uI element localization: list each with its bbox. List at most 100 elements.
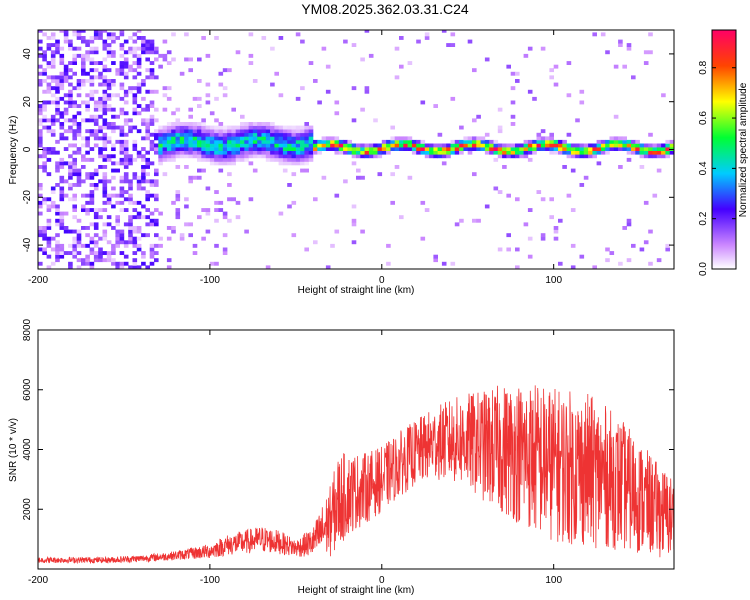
heatmap-cell xyxy=(106,197,112,202)
heatmap-cell xyxy=(85,233,90,238)
heatmap-cell xyxy=(626,139,632,144)
heatmap-cell xyxy=(89,129,95,134)
heatmap-cell xyxy=(59,71,65,76)
heatmap-cell xyxy=(231,136,236,141)
heatmap-cell xyxy=(579,143,585,148)
heatmap-cell xyxy=(566,93,572,98)
heatmap-cell xyxy=(115,229,120,234)
heatmap-cell xyxy=(175,139,181,144)
heatmap-cell xyxy=(192,122,198,126)
heatmap-cell xyxy=(158,211,163,216)
heatmap-cell xyxy=(59,136,65,141)
heatmap-cell xyxy=(106,82,112,87)
heatmap-cell xyxy=(132,53,138,58)
heatmap-cell xyxy=(59,243,65,248)
heatmap-cell xyxy=(128,215,133,220)
heatmap-cell xyxy=(98,254,103,259)
heatmap-cell xyxy=(244,229,249,234)
heatmap-cell xyxy=(42,50,47,55)
heatmap-cell xyxy=(214,261,219,266)
heatmap-cell xyxy=(98,258,103,263)
heatmap-cell xyxy=(119,111,125,116)
heatmap-cell xyxy=(68,82,73,87)
heatmap-cell xyxy=(472,172,477,177)
heatmap-cell xyxy=(261,122,267,126)
heatmap-cell xyxy=(59,197,65,202)
heatmap-cell xyxy=(132,243,138,248)
heatmap-cell xyxy=(102,186,108,191)
heatmap-cell xyxy=(265,265,271,269)
heatmap-cell xyxy=(609,147,615,151)
heatmap-cell xyxy=(179,125,185,130)
heatmap-cell xyxy=(308,150,314,155)
heatmap-cell xyxy=(85,50,90,55)
heatmap-cell xyxy=(115,125,120,130)
heatmap-cell xyxy=(562,150,567,155)
heatmap-cell xyxy=(42,114,47,119)
heatmap-cell xyxy=(132,46,138,51)
heatmap-cell xyxy=(76,36,82,40)
bottom-x-tick-label: -100 xyxy=(200,575,220,586)
heatmap-cell xyxy=(227,218,232,223)
heatmap-cell xyxy=(128,218,133,223)
heatmap-cell xyxy=(437,150,443,155)
heatmap-cell xyxy=(343,150,348,155)
heatmap-cell xyxy=(424,150,430,155)
heatmap-cell xyxy=(119,147,125,151)
heatmap-cell xyxy=(308,157,314,162)
heatmap-cell xyxy=(270,147,275,151)
heatmap-cell xyxy=(111,82,116,87)
heatmap-cell xyxy=(540,233,546,238)
heatmap-cell xyxy=(227,197,232,202)
heatmap-cell xyxy=(93,258,99,263)
heatmap-cell xyxy=(244,147,249,151)
heatmap-cell xyxy=(472,68,477,73)
heatmap-cell xyxy=(330,143,335,148)
heatmap-cell xyxy=(300,147,305,151)
heatmap-cell xyxy=(89,114,95,119)
heatmap-cell xyxy=(123,190,129,194)
heatmap-cell xyxy=(313,240,318,245)
heatmap-cell xyxy=(252,125,258,130)
heatmap-cell xyxy=(459,143,464,148)
heatmap-cell xyxy=(76,258,82,263)
heatmap-cell xyxy=(583,143,589,148)
heatmap-cell xyxy=(81,208,86,212)
heatmap-cell xyxy=(106,193,112,198)
heatmap-cell xyxy=(85,129,90,134)
heatmap-cell xyxy=(158,147,163,151)
heatmap-cell xyxy=(510,150,516,155)
heatmap-cell xyxy=(98,32,103,37)
heatmap-cell xyxy=(141,147,146,151)
heatmap-cell xyxy=(59,57,65,62)
heatmap-cell xyxy=(81,154,86,159)
heatmap-cell xyxy=(59,165,65,169)
heatmap-cell xyxy=(562,139,567,144)
heatmap-cell xyxy=(450,96,456,101)
heatmap-cell xyxy=(669,143,674,148)
heatmap-cell xyxy=(72,161,77,166)
heatmap-cell xyxy=(38,104,43,108)
heatmap-cell xyxy=(149,61,155,65)
heatmap-cell xyxy=(154,107,159,112)
heatmap-cell xyxy=(166,154,172,159)
heatmap-cell xyxy=(605,147,610,151)
heatmap-cell xyxy=(553,226,559,230)
heatmap-cell xyxy=(55,39,60,44)
heatmap-cell xyxy=(93,136,99,141)
heatmap-cell xyxy=(489,147,494,151)
heatmap-cell xyxy=(325,139,331,144)
heatmap-cell xyxy=(171,150,176,155)
heatmap-cell xyxy=(257,147,262,151)
heatmap-cell xyxy=(235,143,241,148)
top-y-tick-label: 0 xyxy=(22,146,33,152)
heatmap-cell xyxy=(123,261,129,266)
heatmap-cell xyxy=(424,32,430,37)
heatmap-cell xyxy=(261,136,267,141)
heatmap-cell xyxy=(218,200,224,205)
colorbar: 0.00.20.40.60.8 Normalized spectral ampl… xyxy=(698,29,749,276)
heatmap-cell xyxy=(446,143,451,148)
heatmap-cell xyxy=(433,147,438,151)
